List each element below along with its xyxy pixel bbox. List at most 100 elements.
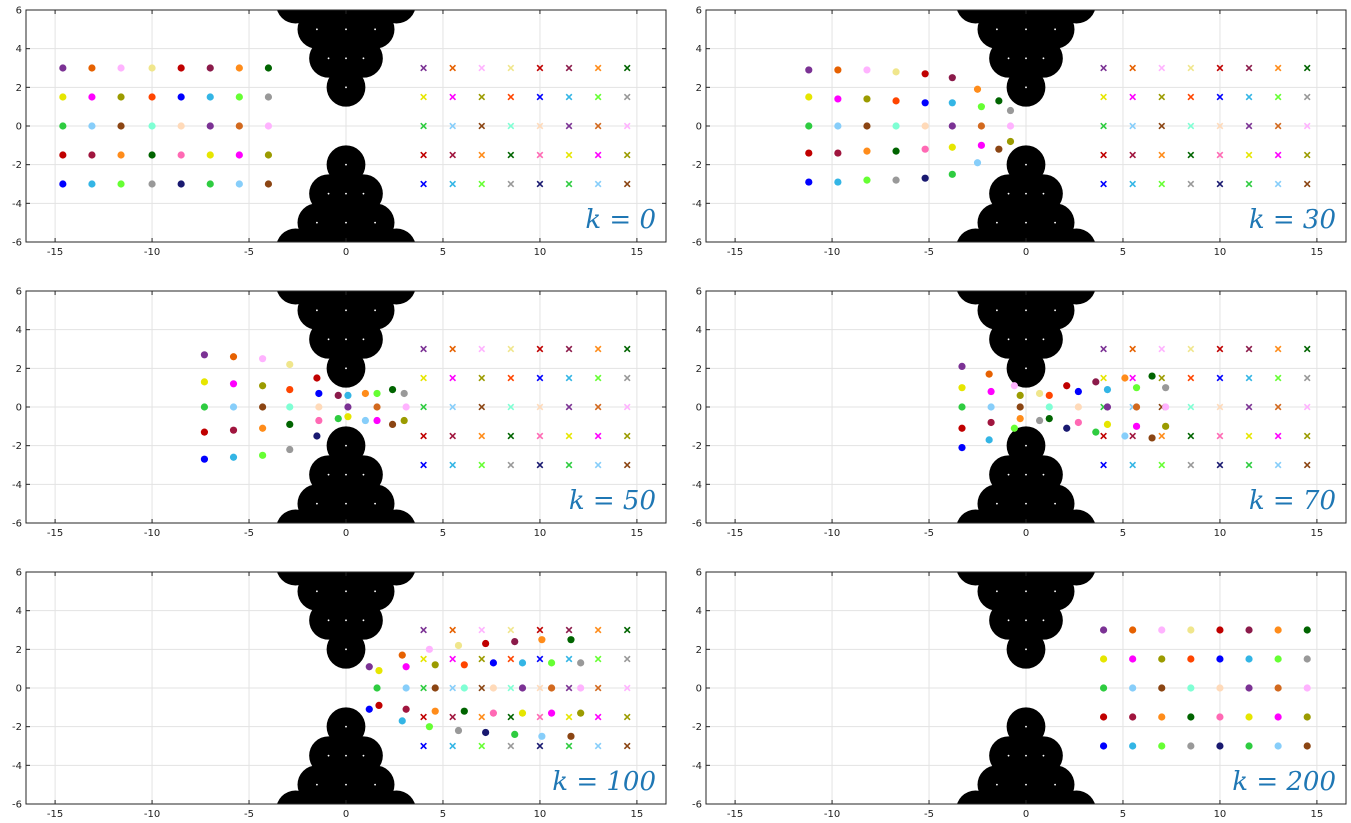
agent-point [59, 180, 67, 188]
goal-marker [623, 180, 631, 188]
obstacle-center [1025, 309, 1027, 312]
agent-point [286, 420, 294, 428]
obstacle-disk [277, 790, 315, 804]
obstacle-disk [957, 10, 995, 24]
obstacle-disk [957, 790, 995, 804]
obstacle-center [345, 590, 347, 593]
goal-marker [623, 93, 631, 101]
obstacle-center [345, 57, 347, 60]
goal-marker [478, 122, 486, 130]
goal-marker [420, 461, 427, 469]
agent-point [344, 391, 352, 399]
goal-marker [420, 151, 427, 159]
plot-content [200, 284, 631, 530]
agent-point [375, 667, 383, 675]
agent-point [1245, 626, 1253, 634]
x-tick-label: 15 [631, 809, 644, 820]
obstacle-center [1044, 284, 1046, 286]
agent-point [1132, 403, 1141, 411]
x-tick-label: 0 [343, 247, 349, 258]
obstacle-center [1007, 473, 1010, 476]
goal-marker [1187, 93, 1195, 101]
obstacle-center [1054, 590, 1056, 593]
obstacle-center [326, 284, 328, 286]
goal-marker [1274, 461, 1282, 469]
obstacle-center [396, 528, 398, 530]
agent-point [1099, 684, 1108, 692]
agent-point [958, 444, 966, 452]
obstacle-disk [277, 228, 315, 242]
goal-marker [565, 655, 573, 663]
goal-marker [478, 374, 486, 382]
goal-marker [1274, 180, 1282, 188]
goal-marker [565, 403, 573, 411]
agent-point [1158, 655, 1166, 663]
agent-point [344, 413, 352, 421]
agent-point [958, 384, 966, 392]
agent-point [400, 416, 408, 425]
obstacle-center [975, 3, 977, 5]
agent-point [88, 122, 96, 130]
agent-point [805, 149, 813, 157]
obstacle-disk [277, 572, 315, 586]
obstacle-disk [377, 572, 415, 586]
obstacle-center [364, 809, 366, 811]
goal-marker [1274, 64, 1282, 72]
panel-6: -15 -10 -5 0 5 10 15 -6 -4 -2 0 2 4 6 k = 200 [692, 568, 1347, 820]
goal-marker [507, 713, 515, 721]
goal-marker [1216, 151, 1224, 159]
agent-point [286, 360, 294, 369]
agent-point [200, 351, 209, 359]
goal-marker [594, 403, 602, 411]
goal-marker [1274, 122, 1282, 130]
goal-marker [449, 403, 457, 411]
goal-marker [623, 403, 631, 411]
goal-marker [594, 374, 602, 382]
y-tick-label: 6 [696, 568, 702, 579]
agent-point [1216, 684, 1224, 692]
obstacle-center [1025, 590, 1027, 593]
goal-marker [478, 345, 486, 353]
obstacle-center [345, 754, 347, 757]
goal-marker [1303, 461, 1311, 469]
obstacle-center [1006, 809, 1008, 811]
agent-point [200, 455, 209, 463]
agent-point [995, 145, 1003, 153]
obstacle-center [327, 473, 330, 476]
obstacle-center [1054, 309, 1056, 312]
agent-point [402, 663, 410, 671]
x-tick-label: -5 [924, 809, 934, 820]
goal-marker [478, 180, 486, 188]
obstacle-disk [346, 790, 384, 804]
goal-marker [594, 461, 602, 469]
x-tick-label: 10 [1214, 528, 1227, 539]
agent-point [431, 707, 439, 715]
plot-content [59, 3, 631, 242]
y-tick-label: -2 [12, 441, 22, 452]
obstacle-center [295, 3, 297, 5]
obstacle-center [396, 284, 398, 286]
obstacle-center [396, 3, 398, 5]
goal-marker [420, 93, 427, 101]
goal-marker [1158, 180, 1166, 188]
agent-point [59, 151, 67, 159]
goal-marker [420, 374, 427, 382]
goal-marker [623, 684, 631, 692]
goal-marker [1158, 374, 1166, 382]
agent-point [1092, 428, 1100, 436]
agent-point [286, 403, 294, 411]
goal-marker [594, 151, 602, 159]
goal-marker [1100, 151, 1107, 159]
agent-point [834, 95, 842, 103]
agent-point [1129, 655, 1137, 663]
goal-marker [449, 93, 457, 101]
agent-point [315, 389, 323, 398]
agent-point [460, 707, 468, 715]
agent-point [88, 93, 96, 101]
x-tick-label: -10 [144, 247, 160, 258]
obstacle-center [345, 338, 347, 341]
agent-point [1132, 422, 1141, 430]
goal-marker [478, 713, 486, 721]
obstacle-disk [308, 228, 346, 242]
goal-marker [536, 713, 544, 721]
